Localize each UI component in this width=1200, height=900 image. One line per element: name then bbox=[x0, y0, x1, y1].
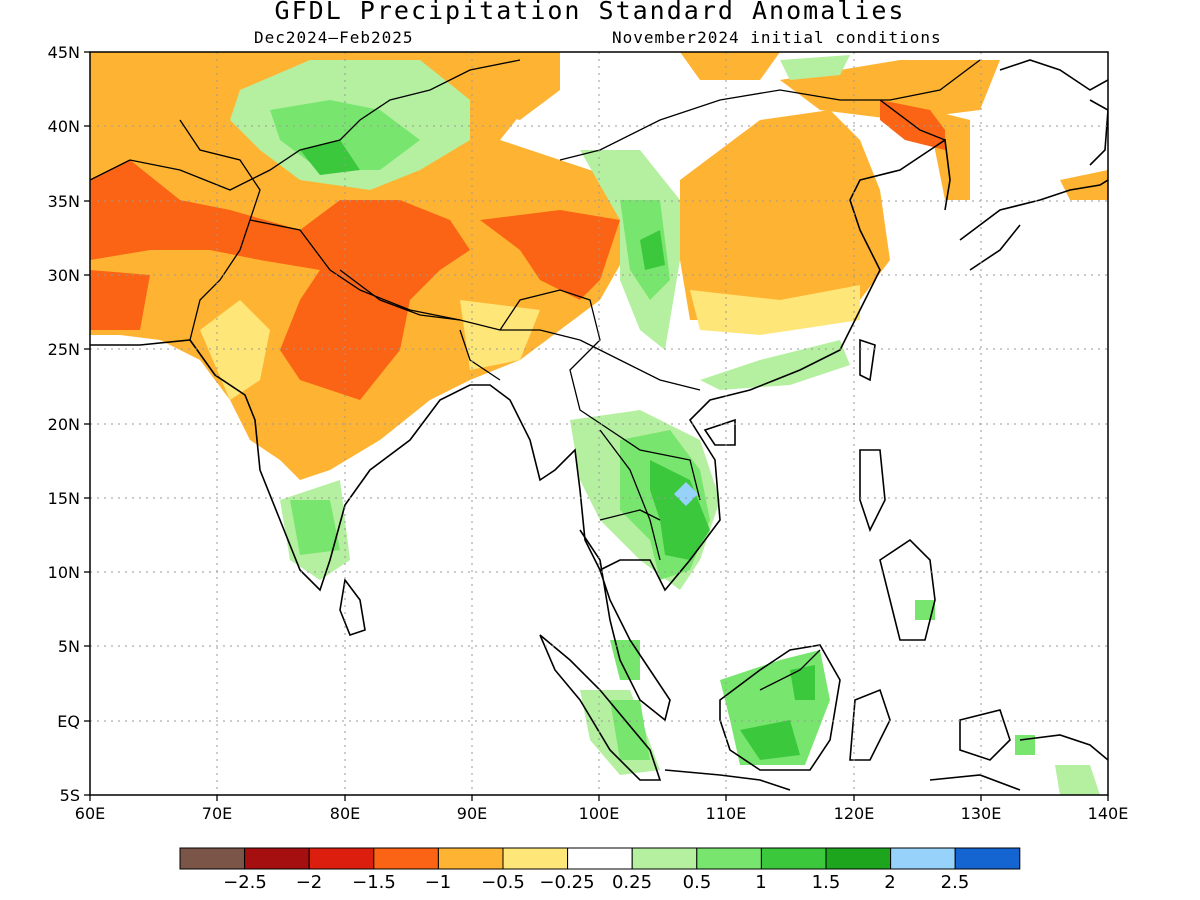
colorbar-tick-label: 1 bbox=[755, 872, 767, 893]
colorbar bbox=[179, 847, 1021, 870]
colorbar-tick-label: −1.5 bbox=[352, 872, 396, 893]
colorbar-swatch bbox=[179, 847, 246, 870]
lon-label: 130E bbox=[960, 804, 1002, 823]
colorbar-swatch bbox=[954, 847, 1021, 870]
colorbar-tick-label: 0.25 bbox=[611, 872, 653, 893]
dry-anomaly-region bbox=[460, 300, 540, 370]
colorbar-swatch bbox=[244, 847, 310, 870]
lat-label: 10N bbox=[47, 563, 80, 582]
anomaly-shading bbox=[90, 52, 1108, 795]
lat-label: 45N bbox=[47, 43, 80, 62]
lat-label: 35N bbox=[47, 192, 80, 211]
colorbar-swatch bbox=[437, 847, 504, 870]
wet-anomaly-region bbox=[300, 140, 360, 175]
colorbar-swatch bbox=[825, 847, 892, 870]
wet-anomaly-region bbox=[640, 230, 665, 270]
lon-label: 60E bbox=[74, 804, 106, 823]
lon-label: 80E bbox=[329, 804, 361, 823]
dry-anomaly-region bbox=[480, 210, 620, 300]
lat-label: 25N bbox=[47, 340, 80, 359]
period-subtitle: Dec2024–Feb2025 bbox=[254, 28, 414, 47]
lon-label: 90E bbox=[456, 804, 488, 823]
dry-anomaly-region bbox=[90, 160, 470, 400]
wet-anomaly-region bbox=[790, 665, 815, 700]
dry-anomaly-region bbox=[680, 52, 780, 80]
country-borders bbox=[90, 59, 981, 691]
colorbar-tick-label: 1.5 bbox=[811, 872, 841, 893]
colorbar-swatch bbox=[567, 847, 633, 870]
colorbar-swatch bbox=[631, 847, 698, 870]
colorbar-swatch bbox=[373, 847, 439, 870]
dry-anomaly-region bbox=[90, 270, 150, 330]
colorbar-tick-label: 2 bbox=[884, 872, 896, 893]
dry-anomaly-region bbox=[680, 110, 890, 320]
colorbar-swatch bbox=[502, 847, 569, 870]
colorbar-tick-label: 2.5 bbox=[940, 872, 970, 893]
lon-label: 120E bbox=[833, 804, 875, 823]
colorbar-tick-label: −2.5 bbox=[223, 872, 267, 893]
wet-anomaly-region bbox=[780, 55, 850, 80]
lat-lon-grid bbox=[90, 52, 1108, 795]
lon-label: 70E bbox=[201, 804, 233, 823]
colorbar-swatch bbox=[760, 847, 827, 870]
dry-anomaly-region bbox=[1060, 170, 1108, 200]
map-title: GFDL Precipitation Standard Anomalies bbox=[274, 0, 906, 25]
dry-anomaly-region bbox=[690, 285, 860, 335]
wet-anomaly-region bbox=[740, 720, 800, 760]
colorbar-tick-label: −0.5 bbox=[481, 872, 525, 893]
lon-label: 140E bbox=[1087, 804, 1129, 823]
colorbar-tick-label: −2 bbox=[295, 872, 323, 893]
dry-anomaly-region bbox=[470, 52, 560, 120]
lat-label: 5N bbox=[57, 637, 80, 656]
lat-label: 20N bbox=[47, 415, 80, 434]
lon-label: 100E bbox=[578, 804, 620, 823]
wet-anomaly-region bbox=[700, 340, 850, 390]
colorbar-swatch bbox=[890, 847, 956, 870]
coastlines bbox=[90, 59, 1108, 791]
lon-label: 110E bbox=[705, 804, 747, 823]
lat-label: 30N bbox=[47, 266, 80, 285]
colorbar-tick-label: −1 bbox=[424, 872, 452, 893]
wet-anomaly-region bbox=[650, 460, 710, 560]
colorbar-swatch bbox=[696, 847, 762, 870]
wet-anomaly-region bbox=[1055, 765, 1100, 795]
wet-anomaly-region bbox=[290, 500, 340, 555]
lat-label: 40N bbox=[47, 117, 80, 136]
colorbar-tick-label: −0.25 bbox=[539, 872, 595, 893]
wet-anomaly-region bbox=[915, 600, 935, 620]
init-subtitle: November2024 initial conditions bbox=[612, 28, 942, 47]
lat-label: 5S bbox=[59, 786, 80, 805]
lat-label: 15N bbox=[47, 489, 80, 508]
axis-ticks bbox=[84, 51, 1109, 801]
wet-anomaly-region bbox=[674, 482, 698, 506]
colorbar-swatch bbox=[308, 847, 375, 870]
lat-label: EQ bbox=[57, 712, 80, 731]
colorbar-tick-label: 0.5 bbox=[682, 872, 712, 893]
